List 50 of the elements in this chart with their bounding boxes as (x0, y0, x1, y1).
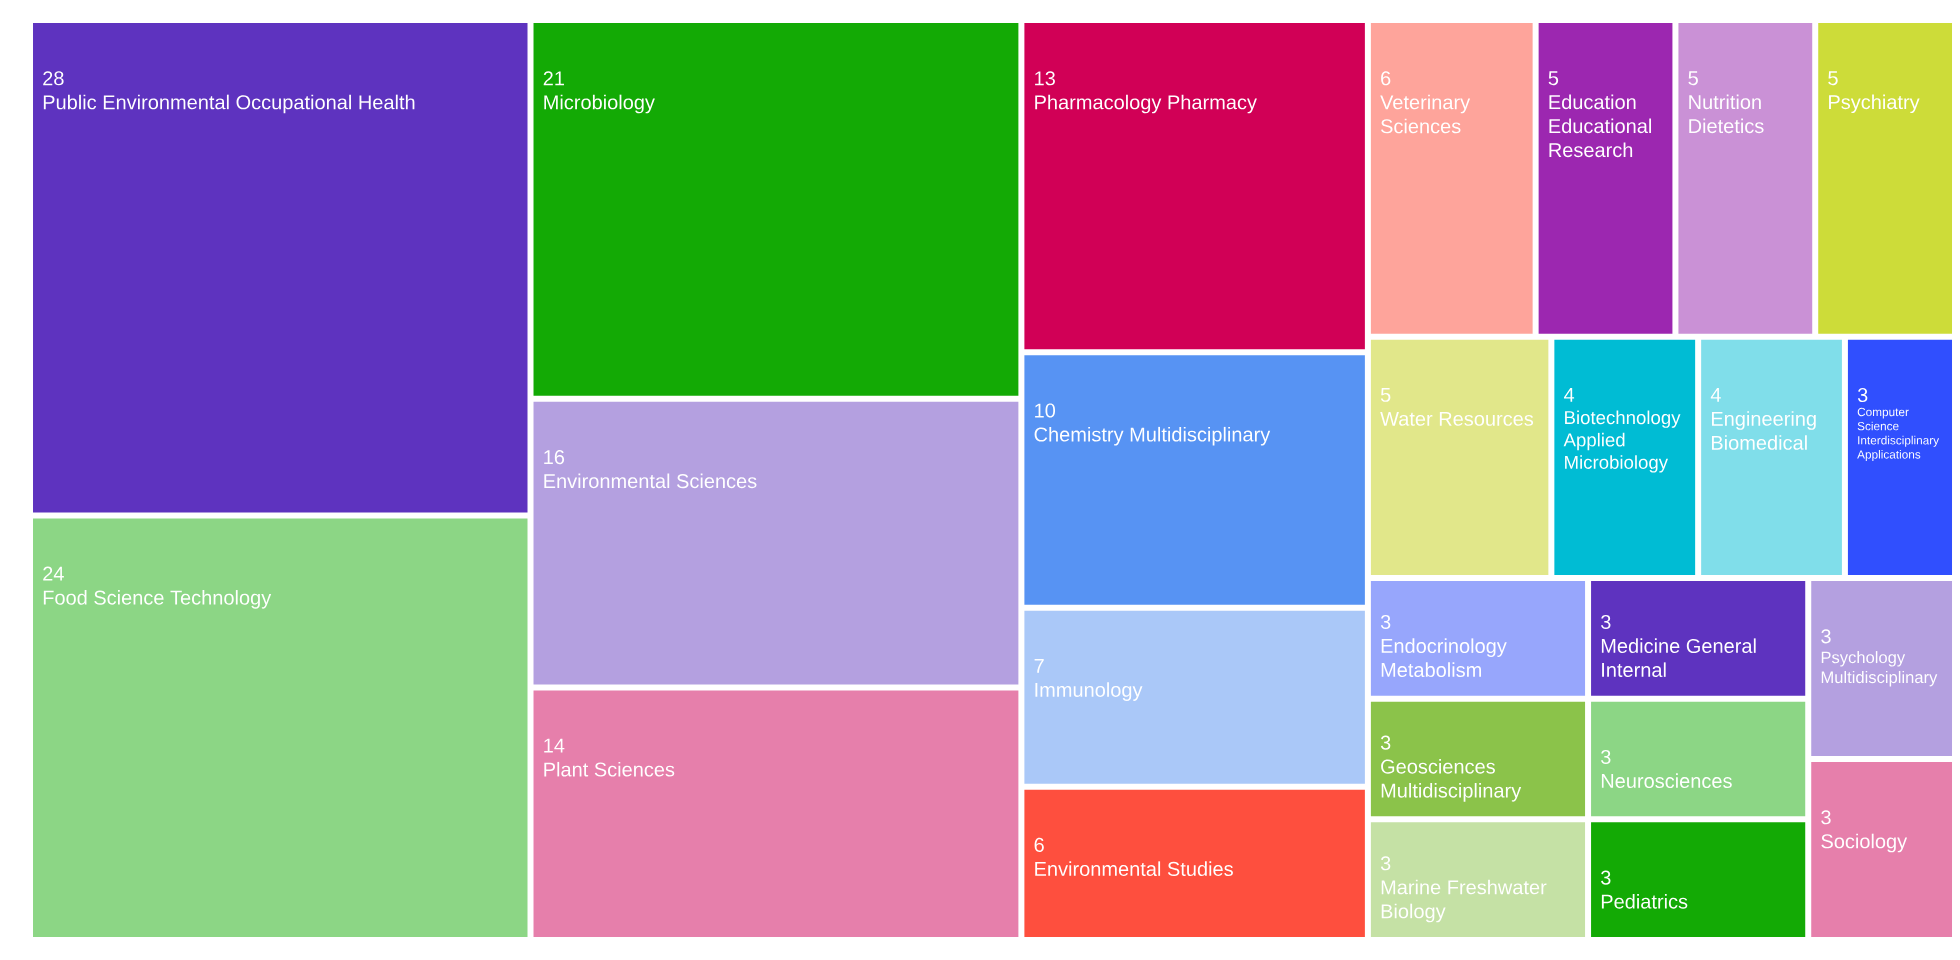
category-label: Neurosciences (1601, 773, 1732, 789)
category-label: Chemistry Multidisciplinary (1034, 426, 1271, 446)
data-label: 3 (1380, 614, 1391, 630)
category-label: Plant Sciences (544, 761, 675, 777)
data-label: 24 (43, 566, 64, 581)
data-label: 3 (1601, 749, 1611, 765)
category-label: Marine Freshwater Biology (1381, 879, 1547, 923)
data-label: 5 (1688, 71, 1698, 86)
category-label: Biotechnology Applied Microbiology (1563, 410, 1681, 473)
category-label: Environmental Studies (1035, 861, 1233, 877)
category-label: Geosciences Multidisciplinary (1381, 759, 1522, 802)
data-label: 3 (1380, 735, 1391, 750)
data-label: 3 (1857, 387, 1868, 403)
data-label: 6 (1381, 71, 1391, 86)
category-label: Veterinary Sciences (1380, 94, 1471, 134)
category-label: Pharmacology Pharmacy (1035, 94, 1257, 114)
data-label: 5 (1380, 387, 1391, 402)
data-label: 4 (1710, 387, 1721, 402)
category-label: Medicine General Internal (1601, 638, 1756, 678)
data-label: 6 (1034, 837, 1044, 853)
category-label: Psychology Multidisciplinary (1821, 651, 1938, 687)
data-label: 21 (543, 71, 564, 86)
category-label: Pediatrics (1601, 894, 1688, 909)
data-label: 3 (1821, 810, 1831, 825)
category-label: Education Educational Research (1549, 94, 1651, 158)
category-label: Endocrinology Metabolism (1381, 638, 1507, 678)
data-label: 14 (544, 738, 565, 753)
category-label: Microbiology (544, 94, 655, 114)
data-label: 28 (43, 71, 64, 86)
category-label: Nutrition Dietetics (1689, 94, 1764, 134)
category-label: Computer Science Interdisciplinary Applications (1857, 407, 1940, 461)
data-label: 3 (1601, 870, 1611, 885)
data-label: 3 (1601, 614, 1611, 630)
data-label: 4 (1564, 387, 1575, 402)
category-label: Sociology (1821, 833, 1908, 853)
category-label: Engineering Biomedical (1711, 411, 1816, 450)
data-label: 3 (1380, 856, 1391, 871)
category-label: Public Environmental Occupational Health (43, 94, 415, 114)
category-label: Water Resources (1380, 411, 1534, 426)
data-label: 10 (1035, 403, 1056, 418)
category-label: Food Science Technology (43, 590, 272, 609)
category-label: Environmental Sciences (544, 473, 757, 489)
data-label: 3 (1821, 629, 1831, 644)
data-label: 5 (1828, 71, 1838, 86)
data-label: 5 (1548, 71, 1559, 86)
data-label: 7 (1034, 658, 1044, 673)
data-label: 16 (544, 450, 565, 465)
data-label: 13 (1035, 71, 1055, 86)
category-label: Immunology (1035, 682, 1143, 701)
category-label: Psychiatry (1829, 94, 1920, 114)
